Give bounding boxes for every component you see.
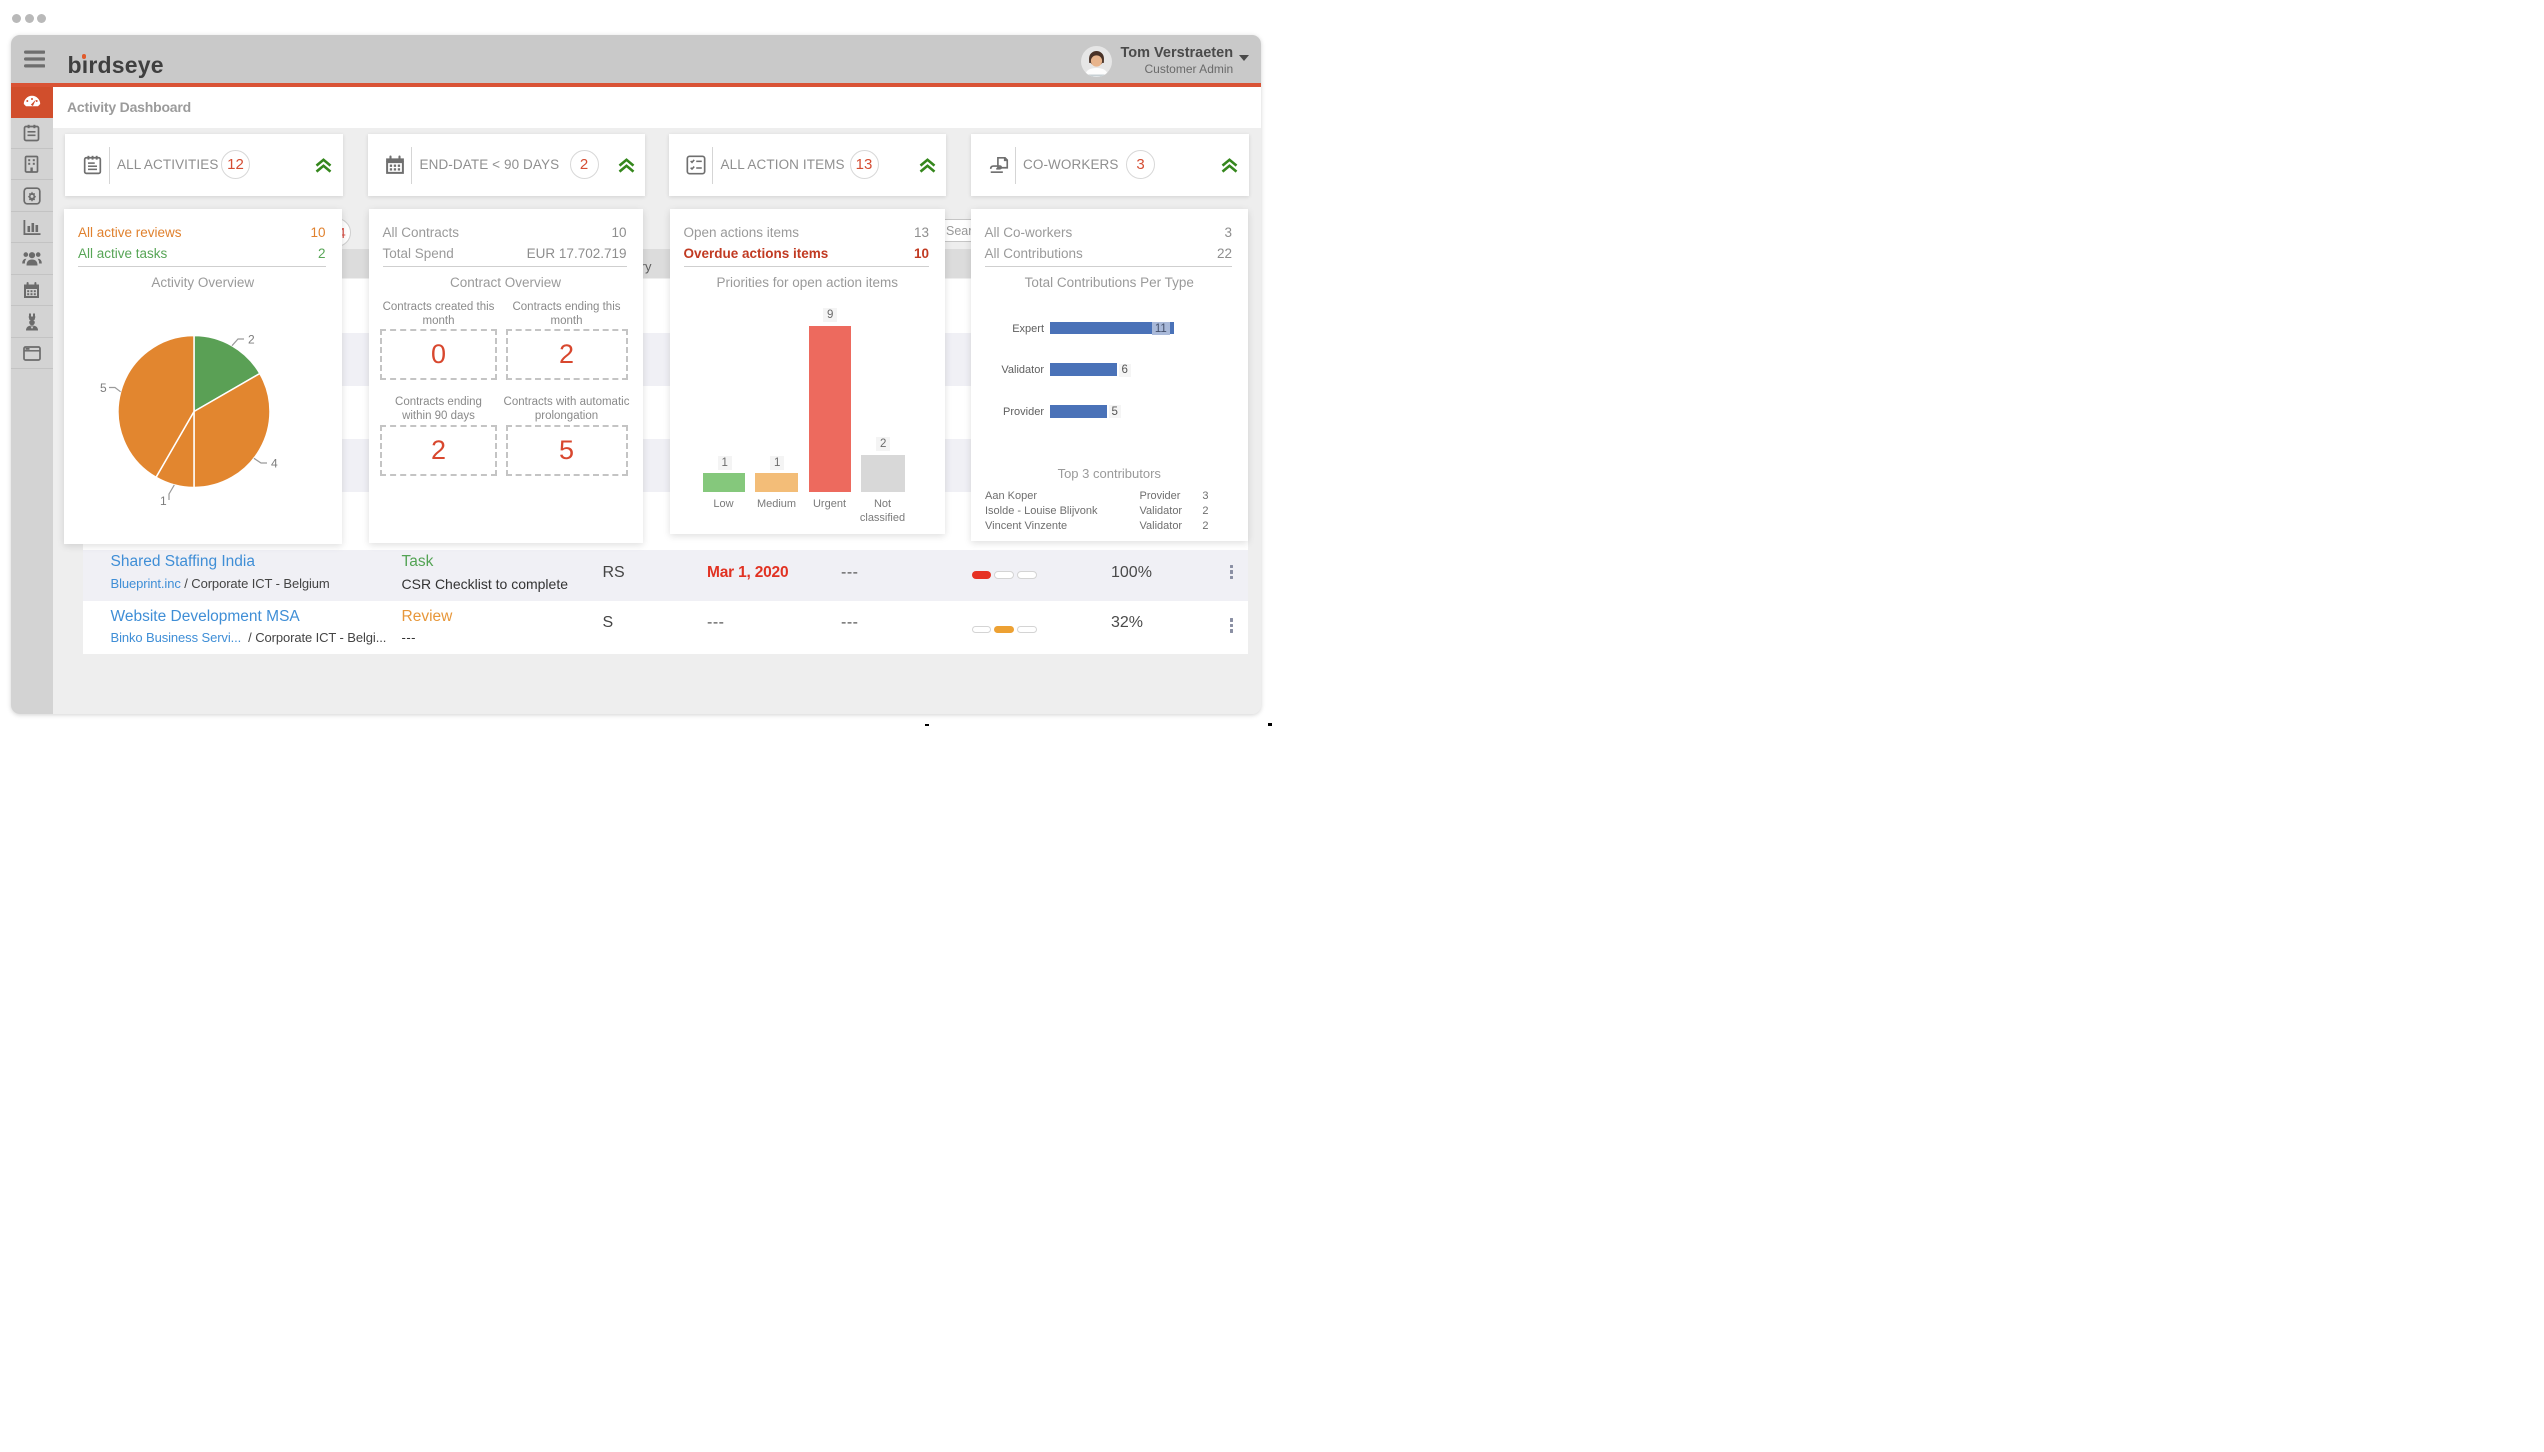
svg-text:5: 5 bbox=[100, 381, 107, 395]
svg-text:4: 4 bbox=[271, 457, 278, 471]
svg-text:1: 1 bbox=[160, 494, 167, 508]
svg-text:2: 2 bbox=[248, 333, 255, 347]
